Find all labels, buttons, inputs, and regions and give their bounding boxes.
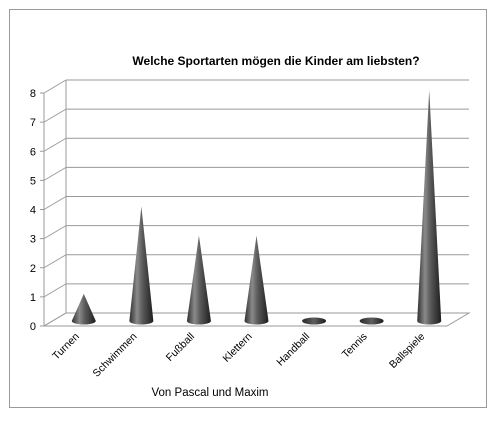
x-category-label: Turnen xyxy=(50,331,82,363)
cone-bar xyxy=(302,317,327,325)
axes xyxy=(40,80,471,327)
y-tick-label: 0 xyxy=(30,321,36,333)
chart-floor xyxy=(42,312,471,327)
y-tick-label: 1 xyxy=(30,292,36,304)
y-tick-label: 2 xyxy=(30,263,36,275)
y-tick-label: 7 xyxy=(30,117,36,129)
cone-bar xyxy=(244,235,269,325)
gridline-diagonal xyxy=(43,283,67,298)
gridline-diagonal xyxy=(43,166,67,181)
cone-bar xyxy=(417,90,442,325)
x-category-label: Ballspiele xyxy=(387,331,427,371)
y-tick-label: 8 xyxy=(30,88,36,100)
cone-bar xyxy=(359,317,384,325)
cone-body xyxy=(71,293,96,325)
y-tick-label: 6 xyxy=(30,146,36,158)
cone-base xyxy=(302,317,327,325)
chart-title: Welche Sportarten mögen die Kinder am li… xyxy=(132,54,419,68)
x-category-label: Schwimmen xyxy=(91,331,140,380)
y-axis-ticks: 0 1 2 3 4 5 6 7 8 xyxy=(30,88,36,333)
x-category-label: Klettern xyxy=(221,331,255,365)
gridline-diagonal xyxy=(43,108,67,123)
gridline-diagonal xyxy=(43,225,67,240)
cone-body xyxy=(186,235,211,325)
x-category-label: Tennis xyxy=(340,331,370,361)
y-tick-label: 4 xyxy=(30,205,36,217)
gridline-diagonal xyxy=(43,196,67,210)
cone-bar xyxy=(186,235,211,325)
x-category-label: Handball xyxy=(274,331,312,369)
x-category-label: Fußball xyxy=(164,331,197,364)
x-axis-categories: Turnen Schwimmen Fußball Klettern Handball Te… xyxy=(50,331,427,380)
cone-series xyxy=(71,90,442,325)
y-tick-label: 3 xyxy=(30,234,36,246)
gridline-diagonal xyxy=(43,137,67,152)
cone-bar xyxy=(129,206,154,325)
cone-bar xyxy=(71,293,96,325)
x-axis-label: Von Pascal und Maxim xyxy=(152,387,269,399)
cone-body xyxy=(244,235,269,325)
y-tick-label: 5 xyxy=(30,175,36,187)
cone-base xyxy=(359,317,384,325)
cone-body xyxy=(129,206,154,325)
chart-frame xyxy=(9,9,487,408)
gridline-diagonal xyxy=(43,254,67,269)
gridline-diagonal xyxy=(43,79,67,94)
cone-body xyxy=(417,90,442,325)
